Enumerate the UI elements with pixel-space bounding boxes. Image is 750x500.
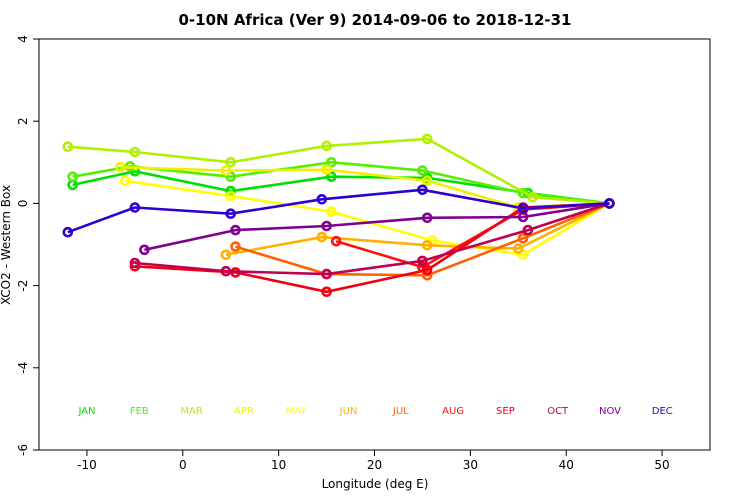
data-point-oct [129,257,141,269]
legend-mar: MAR [180,406,202,417]
legend-nov: NOV [599,406,621,417]
legend-jun: JUN [339,406,358,417]
data-point-dec [517,203,529,214]
data-point-apr [115,161,126,173]
data-point-sep [321,286,332,298]
series-jun [220,198,615,261]
legend-oct: OCT [547,406,569,417]
data-point-may [225,190,236,202]
data-point-mar [527,191,539,203]
data-point-dec [316,194,328,205]
data-point-oct [417,255,428,267]
x-tick-label: 40 [559,458,574,472]
legend-dec: DEC [652,406,673,417]
series-line-jun [225,202,610,257]
y-tick-label: -4 [16,362,30,374]
y-tick-label: 4 [16,35,30,43]
data-point-feb [417,165,428,176]
data-point-feb [326,157,337,168]
data-point-oct [522,224,534,236]
data-point-feb [67,171,78,182]
data-point-aug [330,235,342,247]
data-point-nov [421,212,433,224]
data-point-nov [321,220,332,232]
data-point-may [120,175,131,187]
data-point-jul [230,241,241,252]
data-point-oct [321,268,332,280]
data-point-nov [139,244,150,256]
data-point-mar [225,157,236,168]
data-point-mar [421,133,433,145]
data-point-jan [326,171,337,182]
y-tick-label: 2 [16,117,30,125]
y-tick-label: -6 [16,444,30,456]
month-legend: JAN FEB MAR APR MAY JUN JUL AUG SEP OCT NOV DEC [77,406,672,417]
data-point-jun [512,243,524,254]
x-axis-label: Longitude (deg E) [322,477,429,491]
data-point-mar [129,146,141,158]
data-point-dec [62,226,74,238]
data-point-dec [225,208,236,219]
series-line-dec [67,188,610,234]
data-point-oct [220,265,232,277]
legend-sep: SEP [496,406,515,417]
data-point-jun [220,249,232,261]
data-point-jun [316,231,328,243]
legend-feb: FEB [130,406,149,417]
legend-jan: JAN [77,406,95,417]
series-dec [62,184,615,238]
legend-may: MAY [286,406,308,417]
data-point-sep [421,264,433,276]
series-line-may [125,179,611,257]
data-point-jun [421,240,433,251]
data-point-mar [62,141,74,152]
data-point-apr [220,165,232,176]
series-line-oct [134,202,610,276]
data-point-jul [517,233,529,244]
data-point-apr [421,175,433,187]
axis-ticks: -10 0 10 20 30 40 50 -6 -4 -2 0 2 4 [16,35,670,472]
data-point-dec [604,198,615,209]
y-axis-label: XCO2 - Western Box [0,185,13,305]
x-tick-label: -10 [77,458,97,472]
plot-frame [38,38,711,451]
series-may [120,175,615,261]
chart-title: 0-10N Africa (Ver 9) 2014-09-06 to 2018-… [179,11,572,29]
x-tick-label: 0 [179,458,187,472]
data-point-mar [321,140,332,152]
data-point-may [326,206,337,217]
x-tick-label: 10 [271,458,286,472]
series-line-nov [144,202,610,252]
legend-apr: APR [234,406,254,417]
legend-aug: AUG [442,406,464,417]
y-tick-label: -2 [16,280,30,292]
y-tick-label: 0 [16,200,30,208]
data-point-apr [321,164,332,175]
data-point-dec [417,184,428,196]
series-layer [62,133,615,298]
series-line-sep [134,202,610,294]
series-line-mar [67,137,610,205]
x-tick-label: 50 [654,458,669,472]
data-point-dec [129,202,141,213]
x-tick-label: 20 [367,458,382,472]
data-point-nov [230,224,241,236]
legend-jul: JUL [392,406,409,417]
x-tick-label: 30 [463,458,478,472]
series-apr [115,161,615,213]
